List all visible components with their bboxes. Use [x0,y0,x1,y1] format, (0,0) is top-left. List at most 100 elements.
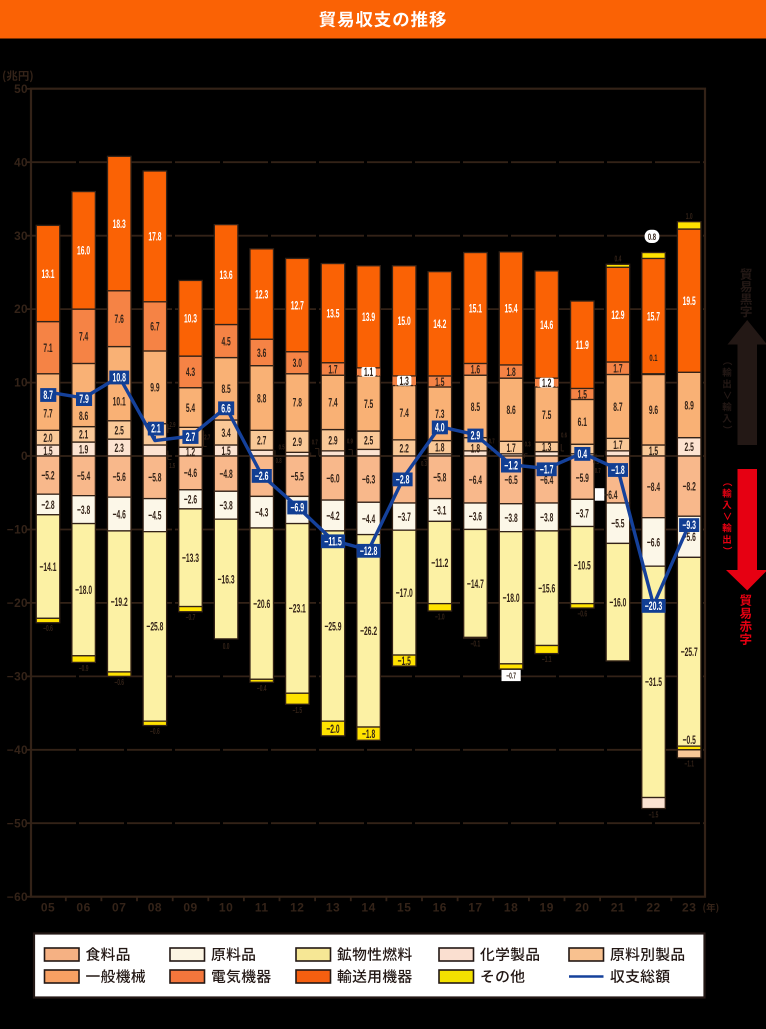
svg-text:−1.5: −1.5 [649,810,659,819]
svg-text:−3.7: −3.7 [398,510,411,524]
svg-text:−2.8: −2.8 [396,475,410,487]
svg-text:−1.5: −1.5 [292,706,302,715]
svg-text:15.4: 15.4 [505,302,518,316]
svg-text:7.5: 7.5 [364,397,373,411]
svg-text:8.7: 8.7 [43,390,53,402]
svg-text:6.6: 6.6 [221,403,231,415]
svg-text:05: 05 [41,901,55,915]
svg-text:−5.8: −5.8 [433,471,446,485]
svg-text:−16.3: −16.3 [218,572,235,586]
svg-text:−25.7: −25.7 [681,645,698,659]
svg-text:−3.6: −3.6 [469,510,482,524]
svg-text:2.2: 2.2 [400,441,409,455]
svg-text:1.7: 1.7 [613,438,622,452]
svg-text:−0.7: −0.7 [186,613,196,622]
svg-text:−5.9: −5.9 [576,471,589,485]
svg-text:−6.5: −6.5 [505,473,518,487]
svg-text:8.6: 8.6 [79,409,88,423]
svg-text:18.3: 18.3 [113,217,126,231]
svg-text:2.9: 2.9 [293,435,302,449]
svg-text:2.5: 2.5 [364,434,373,448]
svg-text:−5.2: −5.2 [41,468,54,482]
svg-text:−4.2: −4.2 [326,509,339,523]
svg-text:2.5: 2.5 [685,440,694,454]
svg-text:−3.7: −3.7 [576,506,589,520]
svg-text:−50: −50 [7,816,28,830]
svg-text:1.5: 1.5 [578,387,587,401]
svg-text:0: 0 [21,449,28,463]
svg-text:0.8: 0.8 [648,232,656,243]
svg-text:−14.1: −14.1 [40,560,57,574]
svg-text:−5.5: −5.5 [291,470,304,484]
svg-text:−2.0: −2.0 [326,722,339,736]
svg-text:3.4: 3.4 [221,426,230,440]
svg-text:13.1: 13.1 [41,267,54,281]
svg-text:16: 16 [433,901,447,915]
svg-text:1.5: 1.5 [169,463,175,470]
svg-text:7.4: 7.4 [79,330,88,344]
svg-text:1.9: 1.9 [79,442,88,456]
svg-text:−1.0: −1.0 [435,612,445,621]
svg-text:0.5: 0.5 [279,445,285,452]
svg-text:13: 13 [326,901,340,915]
svg-text:1.2: 1.2 [186,445,195,459]
svg-text:2.1: 2.1 [79,428,88,442]
svg-text:19: 19 [540,901,554,915]
svg-text:−4.6: −4.6 [184,466,197,480]
svg-text:15: 15 [397,901,411,915]
svg-text:0.0: 0.0 [223,642,230,651]
svg-text:−4.5: −4.5 [148,509,161,523]
svg-text:2.3: 2.3 [115,441,124,455]
svg-text:1.5: 1.5 [221,444,230,458]
svg-text:12.3: 12.3 [255,287,268,301]
svg-text:10: 10 [219,901,233,915]
svg-text:2.1: 2.1 [151,424,161,436]
svg-text:15.1: 15.1 [469,301,482,315]
svg-text:−0.7: −0.7 [506,671,516,680]
svg-text:11: 11 [255,901,269,915]
svg-text:−14.7: −14.7 [467,577,484,591]
svg-text:21: 21 [611,901,625,915]
svg-text:−0.6: −0.6 [150,727,160,736]
svg-text:8.7: 8.7 [613,400,622,414]
svg-text:12.9: 12.9 [611,308,624,322]
svg-text:1.2: 1.2 [542,376,551,390]
svg-text:−4.8: −4.8 [220,467,233,481]
svg-text:3.0: 3.0 [293,356,302,370]
svg-text:16.0: 16.0 [77,244,90,258]
svg-text:2.9: 2.9 [328,434,337,448]
svg-text:2.7: 2.7 [257,434,266,448]
svg-text:17.8: 17.8 [148,230,161,244]
svg-text:9.9: 9.9 [150,381,159,395]
svg-text:−0.6: −0.6 [577,609,587,618]
svg-text:−23.1: −23.1 [289,602,306,616]
svg-text:1.5: 1.5 [43,444,52,458]
svg-text:1.0: 1.0 [686,212,693,221]
svg-text:0.6: 0.6 [561,433,567,440]
svg-text:17: 17 [468,901,482,915]
svg-text:10.1: 10.1 [113,394,126,408]
svg-text:−6.6: −6.6 [647,535,660,549]
svg-text:20: 20 [14,302,28,316]
svg-text:−2.6: −2.6 [184,493,197,507]
svg-text:1.3: 1.3 [542,440,551,454]
svg-text:−16.0: −16.0 [609,596,626,610]
svg-text:6.7: 6.7 [150,320,159,334]
svg-text:−10: −10 [7,523,28,537]
svg-text:−8.2: −8.2 [683,479,696,493]
svg-text:−17.0: −17.0 [396,586,413,600]
svg-text:−2.8: −2.8 [41,498,54,512]
svg-text:1.8: 1.8 [435,441,444,455]
svg-text:−18.0: −18.0 [75,583,92,597]
svg-text:−2.6: −2.6 [255,471,269,483]
svg-text:−30: −30 [7,670,28,684]
svg-text:1.3: 1.3 [400,374,409,388]
svg-text:−0.5: −0.5 [683,733,696,747]
svg-text:−1.7: −1.7 [540,464,554,476]
svg-text:−60: −60 [7,890,28,904]
svg-text:9.6: 9.6 [649,403,658,417]
svg-text:1.6: 1.6 [471,363,480,377]
svg-text:0.3: 0.3 [421,461,427,468]
svg-text:13.5: 13.5 [326,307,339,321]
svg-text:−6.4: −6.4 [604,488,617,502]
